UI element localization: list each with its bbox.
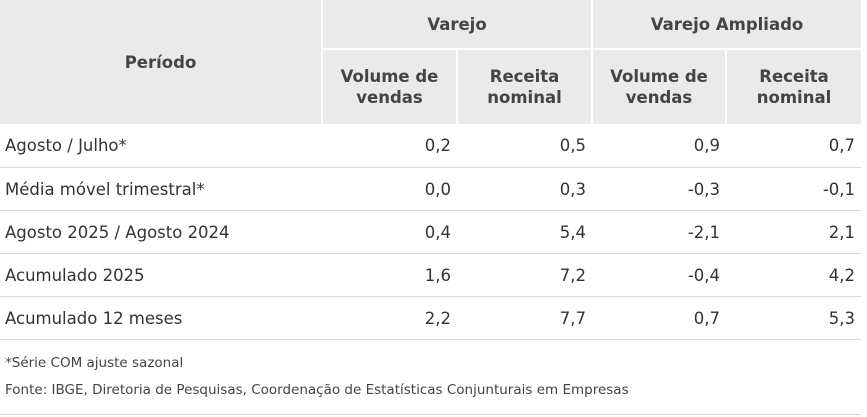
cell-value: -0,3 bbox=[592, 167, 727, 211]
header-line: nominal bbox=[487, 88, 562, 107]
cell-value: 2,1 bbox=[726, 210, 862, 254]
cell-value: -0,4 bbox=[592, 253, 727, 297]
header-line: Receita bbox=[759, 67, 829, 86]
header-line: vendas bbox=[625, 88, 693, 107]
cell-value: 0,0 bbox=[322, 167, 457, 211]
cell-value: 7,7 bbox=[457, 296, 593, 340]
cell-value: 0,7 bbox=[726, 124, 862, 168]
row-label: Acumulado 2025 bbox=[0, 253, 322, 297]
cell-value: -0,1 bbox=[726, 167, 862, 211]
data-table: Período Varejo Varejo Ampliado Volume de… bbox=[0, 0, 862, 340]
header-varejo-receita: Receita nominal bbox=[455, 49, 593, 124]
header-ampliado-receita: Receita nominal bbox=[725, 49, 862, 124]
cell-value: 0,2 bbox=[322, 124, 457, 168]
cell-value: 0,9 bbox=[592, 124, 727, 168]
cell-value: 2,2 bbox=[322, 296, 457, 340]
table-row: Agosto 2025 / Agosto 2024 0,4 5,4 -2,1 2… bbox=[0, 210, 862, 254]
cell-value: 0,7 bbox=[592, 296, 727, 340]
header-line: vendas bbox=[356, 88, 423, 107]
header-line: Volume de bbox=[610, 67, 708, 86]
row-label: Acumulado 12 meses bbox=[0, 296, 322, 340]
table-row: Média móvel trimestral* 0,0 0,3 -0,3 -0,… bbox=[0, 167, 862, 211]
header-ampliado-volume: Volume de vendas bbox=[591, 49, 727, 124]
header-group-varejo-ampliado: Varejo Ampliado bbox=[591, 0, 862, 50]
cell-value: 5,4 bbox=[457, 210, 593, 254]
table-row: Agosto / Julho* 0,2 0,5 0,9 0,7 bbox=[0, 124, 862, 168]
row-label: Agosto / Julho* bbox=[0, 124, 322, 168]
cell-value: 7,2 bbox=[457, 253, 593, 297]
source-note: Fonte: IBGE, Diretoria de Pesquisas, Coo… bbox=[5, 382, 629, 398]
header-periodo: Período bbox=[0, 0, 322, 124]
header-varejo-volume: Volume de vendas bbox=[321, 49, 457, 124]
cell-value: 0,4 bbox=[322, 210, 457, 254]
table-row: Acumulado 12 meses 2,2 7,7 0,7 5,3 bbox=[0, 296, 862, 340]
cell-value: 1,6 bbox=[322, 253, 457, 297]
cell-value: 5,3 bbox=[726, 296, 862, 340]
cell-value: 4,2 bbox=[726, 253, 862, 297]
header-line: Receita bbox=[489, 67, 560, 86]
header-line: Volume de bbox=[340, 67, 439, 86]
row-label: Agosto 2025 / Agosto 2024 bbox=[0, 210, 322, 254]
header-group-varejo: Varejo bbox=[320, 0, 593, 50]
cell-value: 0,3 bbox=[457, 167, 593, 211]
cell-value: 0,5 bbox=[457, 124, 593, 168]
table-notes: *Série COM ajuste sazonal Fonte: IBGE, D… bbox=[0, 340, 861, 415]
row-label: Média móvel trimestral* bbox=[0, 167, 322, 211]
table-body: Agosto / Julho* 0,2 0,5 0,9 0,7 Média mó… bbox=[0, 124, 862, 340]
table-row: Acumulado 2025 1,6 7,2 -0,4 4,2 bbox=[0, 253, 862, 297]
cell-value: -2,1 bbox=[592, 210, 727, 254]
seasonal-adjustment-note: *Série COM ajuste sazonal bbox=[5, 355, 184, 371]
header-line: nominal bbox=[756, 88, 832, 107]
table-header: Período Varejo Varejo Ampliado Volume de… bbox=[0, 0, 862, 124]
